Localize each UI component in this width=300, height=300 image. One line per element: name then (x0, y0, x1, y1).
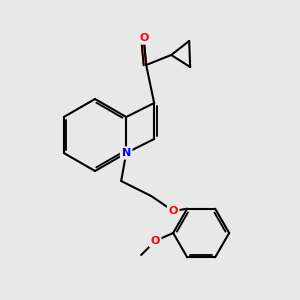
Text: O: O (140, 33, 149, 43)
Text: O: O (169, 206, 178, 216)
Text: O: O (151, 236, 160, 246)
Text: N: N (122, 148, 131, 158)
